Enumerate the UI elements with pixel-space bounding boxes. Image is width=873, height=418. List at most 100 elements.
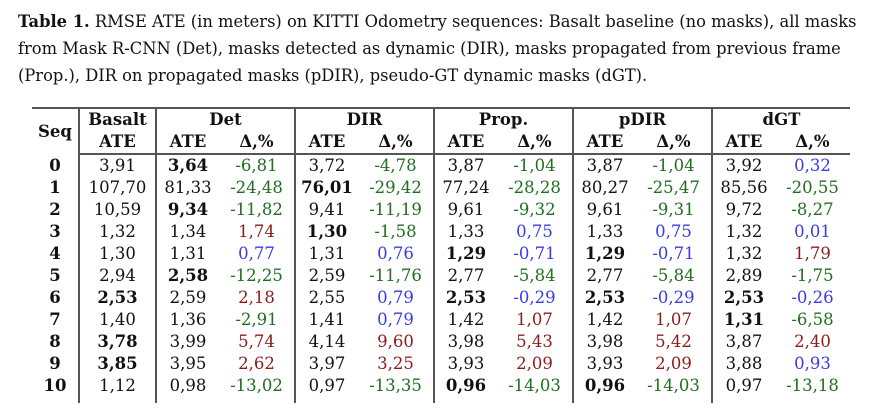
delta-cell: -29,42	[369, 178, 422, 197]
delta-cell: 0,75	[655, 222, 692, 241]
ate-cell: 85,56	[711, 177, 775, 199]
delta-cell: 9,60	[377, 332, 414, 351]
table-row: 6 2,53 2,59 2,18 2,55 0,79 2,53 -0,29 2,53 -0,29 2…	[32, 287, 850, 309]
ate-cell: 2,58	[155, 265, 219, 287]
ate-cell: 77,24	[433, 177, 497, 199]
ate-cell: 1,32	[711, 221, 775, 243]
basalt-ate-cell: 1,12	[78, 375, 156, 403]
ate-cell: 0,98	[155, 375, 219, 403]
ate-cell: 81,33	[155, 177, 219, 199]
basalt-ate-cell: 1,30	[78, 243, 156, 265]
caption-text: RMSE ATE (in meters) on KITTI Odometry s…	[89, 12, 857, 31]
delta-cell: -5,84	[513, 266, 556, 285]
delta-cell: 2,40	[794, 332, 831, 351]
delta-cell: 1,07	[516, 310, 553, 329]
seq-cell: 6	[49, 288, 61, 307]
header-ate: ATE	[294, 131, 358, 155]
delta-cell: 0,75	[516, 222, 553, 241]
ate-cell: 3,72	[294, 154, 358, 177]
delta-cell: 0,79	[377, 288, 414, 307]
ate-cell: 4,14	[294, 331, 358, 353]
ate-cell: 1,29	[433, 243, 497, 265]
table-row: 8 3,78 3,99 5,74 4,14 9,60 3,98 5,43 3,98 5,42 3,8…	[32, 331, 850, 353]
ate-cell: 1,31	[155, 243, 219, 265]
ate-cell: 3,99	[155, 331, 219, 353]
ate-cell: 3,87	[433, 154, 497, 177]
basalt-ate-cell: 3,78	[78, 331, 156, 353]
delta-cell: -1,58	[374, 222, 417, 241]
ate-cell: 3,88	[711, 353, 775, 375]
delta-cell: -5,84	[652, 266, 695, 285]
delta-cell: -28,28	[508, 178, 561, 197]
delta-cell: -0,71	[652, 244, 695, 263]
delta-cell: 0,01	[794, 222, 831, 241]
basalt-ate-cell: 1,32	[78, 221, 156, 243]
basalt-ate-cell: 3,85	[78, 353, 156, 375]
table-label: Table 1.	[18, 12, 90, 31]
ate-cell: 76,01	[294, 177, 358, 199]
table-row: 5 2,94 2,58 -12,25 2,59 -11,76 2,77 -5,84 2,77 -5…	[32, 265, 850, 287]
delta-cell: -0,71	[513, 244, 556, 263]
delta-cell: -0,29	[652, 288, 695, 307]
ate-cell: 0,97	[711, 375, 775, 403]
header-ate: ATE	[433, 131, 497, 155]
ate-cell: 1,33	[433, 221, 497, 243]
ate-cell: 1,41	[294, 309, 358, 331]
delta-cell: 1,79	[794, 244, 831, 263]
delta-cell: -8,27	[791, 200, 834, 219]
ate-cell: 1,42	[433, 309, 497, 331]
header-group-prop: Prop.	[433, 107, 573, 131]
basalt-ate-cell: 2,94	[78, 265, 156, 287]
header-delta: Δ,%	[219, 131, 295, 155]
delta-cell: 5,74	[238, 332, 275, 351]
header-basalt: Basalt	[78, 107, 156, 131]
seq-cell: 8	[49, 332, 61, 351]
delta-cell: -11,82	[230, 200, 283, 219]
seq-cell: 1	[49, 178, 61, 197]
seq-cell: 9	[49, 354, 61, 373]
delta-cell: 2,62	[238, 354, 275, 373]
delta-cell: -13,02	[230, 376, 283, 395]
ate-cell: 2,59	[155, 287, 219, 309]
table-row: 7 1,40 1,36 -2,91 1,41 0,79 1,42 1,07 1,42 1,07 1,…	[32, 309, 850, 331]
delta-cell: 2,18	[238, 288, 275, 307]
table-row: 1 107,70 81,33 -24,48 76,01 -29,42 77,24 -28,28…	[32, 177, 850, 199]
delta-cell: -9,32	[513, 200, 556, 219]
ate-cell: 2,77	[572, 265, 636, 287]
seq-cell: 0	[49, 155, 61, 175]
delta-cell: -9,31	[652, 200, 695, 219]
delta-cell: -6,81	[235, 156, 278, 175]
header-row-groups: Seq Basalt Det DIR Prop. pDIR dGT	[32, 107, 850, 154]
caption-line-2: from Mask R-CNN (Det), masks detected as…	[18, 39, 841, 58]
ate-cell: 3,98	[572, 331, 636, 353]
ate-cell: 3,98	[433, 331, 497, 353]
header-delta: Δ,%	[636, 131, 712, 155]
rmse-ate-table: Seq Basalt Det DIR Prop. pDIR dGT ATE ATE Δ,% ATE Δ…	[32, 107, 850, 403]
ate-cell: 9,72	[711, 199, 775, 221]
header-delta: Δ,%	[358, 131, 434, 155]
basalt-ate-cell: 3,91	[78, 154, 156, 177]
caption-line-3: (Prop.), DIR on propagated masks (pDIR),…	[18, 66, 648, 85]
delta-cell: 1,74	[238, 222, 275, 241]
delta-cell: -0,29	[513, 288, 556, 307]
ate-cell: 2,53	[433, 287, 497, 309]
ate-cell: 0,96	[572, 375, 636, 403]
ate-cell: 0,97	[294, 375, 358, 403]
ate-cell: 2,55	[294, 287, 358, 309]
ate-cell: 2,59	[294, 265, 358, 287]
header-group-dir: DIR	[294, 107, 434, 131]
table-row: 4 1,30 1,31 0,77 1,31 0,76 1,29 -0,71 1,29 -0,71 1…	[32, 243, 850, 265]
ate-cell: 1,36	[155, 309, 219, 331]
delta-cell: 2,09	[516, 354, 553, 373]
table-caption: Table 1. RMSE ATE (in meters) on KITTI O…	[18, 8, 858, 89]
basalt-ate-cell: 1,40	[78, 309, 156, 331]
delta-cell: 5,43	[516, 332, 553, 351]
seq-cell: 2	[49, 200, 61, 219]
delta-cell: -1,04	[513, 156, 556, 175]
ate-cell: 9,61	[572, 199, 636, 221]
delta-cell: -11,76	[369, 266, 422, 285]
ate-cell: 2,53	[711, 287, 775, 309]
delta-cell: 0,79	[377, 310, 414, 329]
delta-cell: -20,55	[786, 178, 839, 197]
delta-cell: -14,03	[508, 376, 561, 395]
